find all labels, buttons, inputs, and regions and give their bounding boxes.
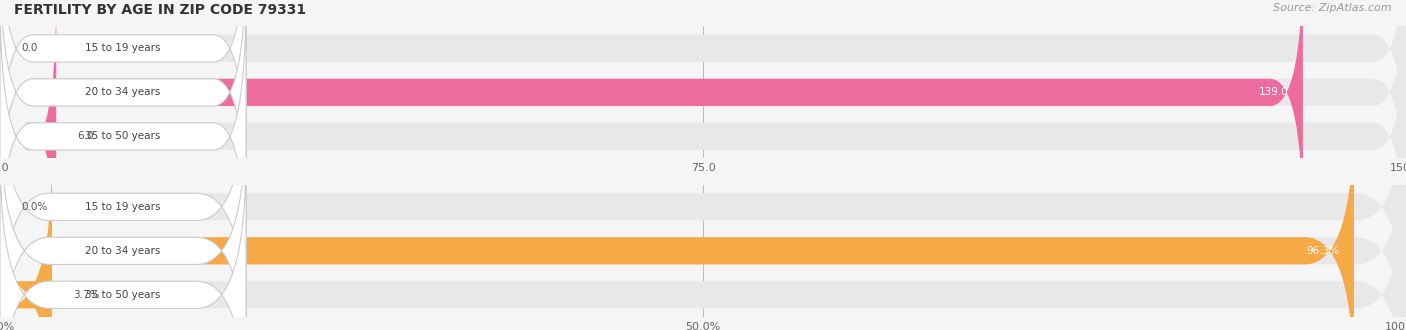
FancyBboxPatch shape [0,0,246,277]
FancyBboxPatch shape [0,0,1303,233]
Text: 20 to 34 years: 20 to 34 years [86,246,160,256]
FancyBboxPatch shape [0,66,246,330]
FancyBboxPatch shape [0,0,246,233]
Text: 3.7%: 3.7% [73,290,100,300]
Text: 0.0: 0.0 [21,44,38,53]
Text: 6.0: 6.0 [77,131,94,141]
Text: 35 to 50 years: 35 to 50 years [86,290,160,300]
Text: 139.0: 139.0 [1260,87,1289,97]
Text: 0.0%: 0.0% [21,202,48,212]
Text: 15 to 19 years: 15 to 19 years [86,44,160,53]
FancyBboxPatch shape [0,154,52,330]
FancyBboxPatch shape [0,111,1354,330]
FancyBboxPatch shape [0,111,1406,330]
FancyBboxPatch shape [0,154,1406,330]
Text: Source: ZipAtlas.com: Source: ZipAtlas.com [1274,3,1392,13]
FancyBboxPatch shape [0,66,1406,330]
FancyBboxPatch shape [0,0,1406,277]
Text: FERTILITY BY AGE IN ZIP CODE 79331: FERTILITY BY AGE IN ZIP CODE 79331 [14,3,307,17]
Text: 20 to 34 years: 20 to 34 years [86,87,160,97]
Text: 15 to 19 years: 15 to 19 years [86,202,160,212]
Text: 35 to 50 years: 35 to 50 years [86,131,160,141]
FancyBboxPatch shape [0,0,1406,233]
FancyBboxPatch shape [0,0,56,277]
FancyBboxPatch shape [0,111,246,330]
FancyBboxPatch shape [0,0,1406,189]
FancyBboxPatch shape [0,154,246,330]
FancyBboxPatch shape [0,0,246,189]
Text: 96.3%: 96.3% [1306,246,1340,256]
